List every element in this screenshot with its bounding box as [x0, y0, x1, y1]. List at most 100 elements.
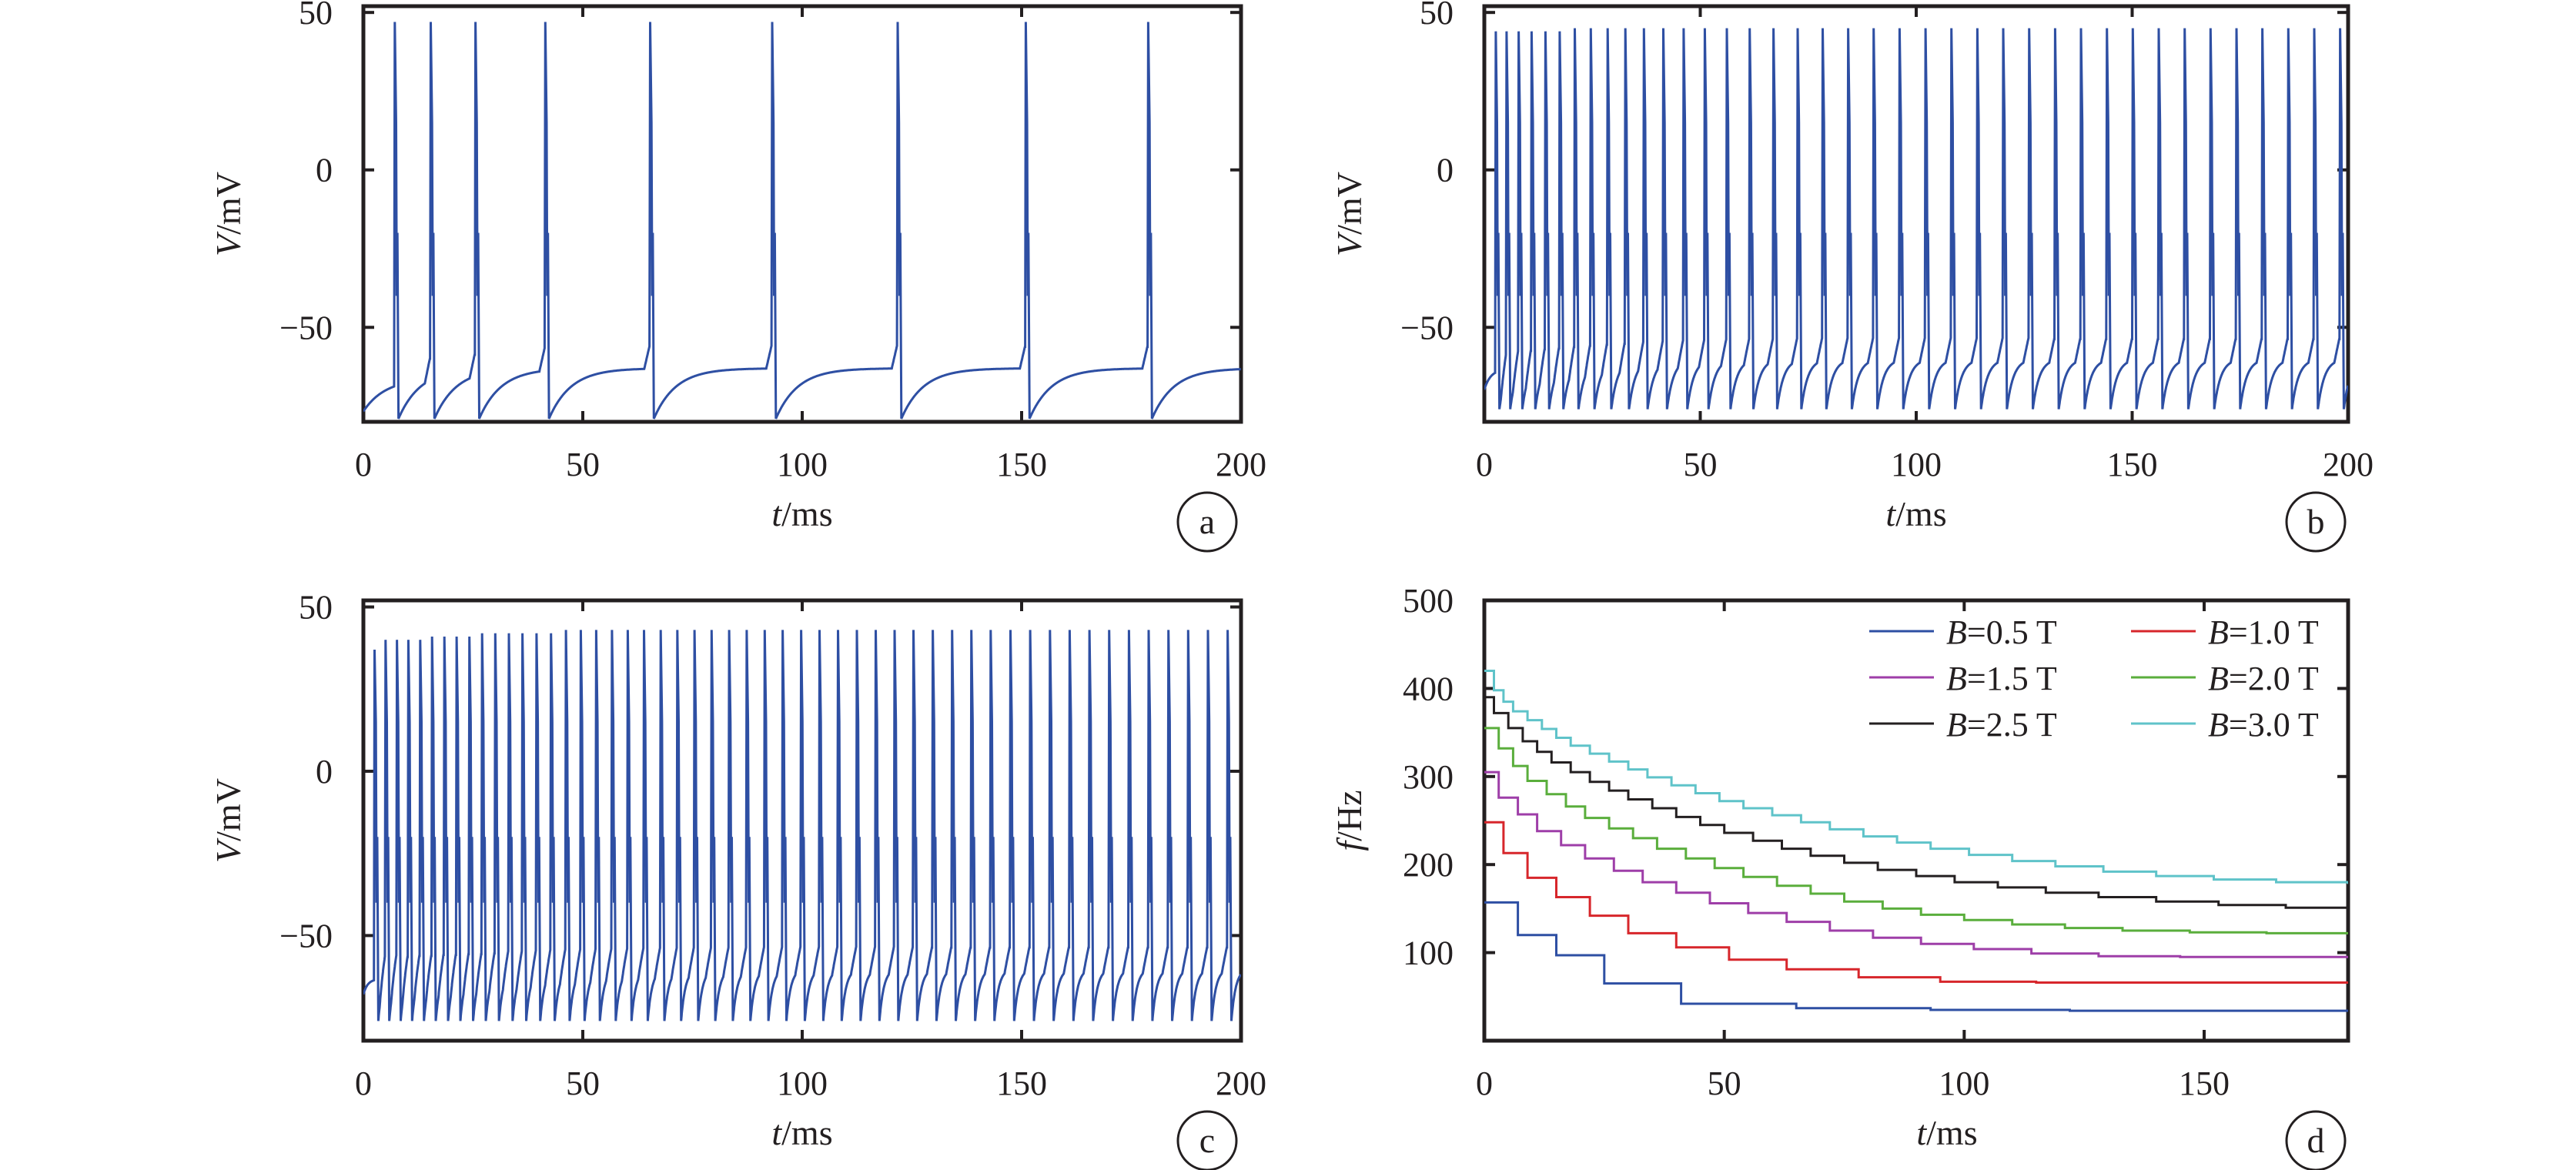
x-tick-label: 0	[1476, 446, 1493, 483]
legend-label-symbol: B	[2208, 613, 2229, 651]
legend: B=0.5 T B=1.0 TB=1.5 T B=2.0 TB=2.5 T B=3.0…	[1869, 613, 2319, 744]
x-tick-label: 150	[996, 1065, 1047, 1102]
x-axis-label-symbol: t	[771, 1113, 782, 1152]
plot-area	[363, 630, 1241, 1021]
x-tick-label: 150	[996, 446, 1047, 483]
y-axis-label: f/Hz	[1330, 790, 1369, 851]
legend-label-4: B=2.5 T	[1946, 706, 2057, 744]
series-line-4	[1484, 696, 2348, 909]
y-tick-label: 200	[1403, 846, 1454, 884]
y-axis-label-unit: /mV	[209, 778, 248, 841]
panel-letter-circle	[2285, 1110, 2347, 1170]
y-axis-label-symbol: V	[1330, 231, 1369, 256]
x-axis-label-symbol: t	[1885, 494, 1896, 533]
y-tick-label: −50	[279, 917, 333, 954]
x-tick-label: 200	[1216, 1065, 1266, 1102]
plot-area	[1484, 670, 2348, 1012]
legend-label-symbol: B	[2208, 706, 2229, 744]
x-tick-label: 100	[777, 446, 828, 483]
y-axis-label-symbol: V	[209, 837, 248, 863]
legend-label-value: =3.0 T	[2229, 706, 2319, 744]
panel-letter: a	[1199, 502, 1215, 541]
legend-label-symbol: B	[1946, 660, 1967, 697]
x-tick-label: 100	[1891, 446, 1942, 483]
panel-letter-circle	[1176, 491, 1238, 553]
x-tick-label: 50	[566, 446, 600, 483]
y-axis-label-symbol: V	[209, 231, 248, 256]
x-tick-label: 50	[1708, 1065, 1741, 1102]
legend-label-symbol: B	[1946, 706, 1967, 744]
x-axis-label: t/ms	[771, 494, 832, 533]
legend-label-value: =2.5 T	[1967, 706, 2057, 744]
panel-letter-circle	[2285, 491, 2347, 553]
legend-label-symbol: B	[2208, 660, 2229, 697]
y-tick-label: 50	[1420, 0, 1454, 32]
y-tick-label: 50	[299, 589, 333, 627]
x-tick-label: 0	[355, 446, 372, 483]
voltage-trace-line	[363, 630, 1241, 1021]
legend-label-value: =2.0 T	[2229, 660, 2319, 697]
y-tick-label: 0	[316, 753, 333, 791]
voltage-trace-line	[363, 22, 1241, 420]
x-axis-label-unit: /ms	[1926, 1113, 1977, 1152]
series-line-2	[1484, 771, 2348, 958]
x-axis-label-symbol: t	[1916, 1113, 1927, 1152]
legend-label-1: B=1.0 T	[2208, 613, 2319, 651]
x-axis-label-unit: /ms	[781, 1113, 832, 1152]
panel-letter: d	[2307, 1121, 2325, 1160]
voltage-trace-line	[1484, 28, 2348, 410]
y-axis-label-unit: /mV	[1330, 172, 1369, 235]
x-axis-label: t/ms	[771, 1113, 832, 1152]
legend-label-symbol: B	[1946, 613, 1967, 651]
x-tick-label: 50	[566, 1065, 600, 1102]
x-tick-label: 200	[1216, 446, 1266, 483]
x-tick-label: 50	[1684, 446, 1718, 483]
y-tick-label: 300	[1403, 758, 1454, 796]
x-tick-label: 100	[777, 1065, 828, 1102]
y-tick-label: 400	[1403, 670, 1454, 707]
series-line-5	[1484, 670, 2348, 884]
legend-label-2: B=1.5 T	[1946, 660, 2057, 697]
legend-label-5: B=3.0 T	[2208, 706, 2319, 744]
x-tick-label: 150	[2179, 1065, 2230, 1102]
y-tick-label: 500	[1403, 582, 1454, 620]
x-axis-label-unit: /ms	[781, 494, 832, 533]
panel-a: 0 50 100 150 200 −50 0 50 t/ms V/mV a	[209, 0, 1266, 553]
x-tick-label: 100	[1939, 1065, 1989, 1102]
x-tick-label: 0	[355, 1065, 372, 1102]
y-axis-label: V/mV	[1330, 172, 1369, 256]
x-axis-label: t/ms	[1885, 494, 1946, 533]
plot-area	[363, 22, 1241, 420]
legend-label-value: =1.0 T	[2229, 613, 2319, 651]
x-tick-label: 200	[2323, 446, 2374, 483]
plot-frame	[1482, 598, 2350, 1043]
plot-area	[1484, 28, 2348, 410]
panel-b: 0 50 100 150 200 −50 0 50 t/ms V/mV b	[1330, 0, 2374, 553]
panel-c: 0 50 100 150 200 −50 0 50 t/ms V/mV c	[209, 589, 1266, 1170]
series-line-1	[1484, 821, 2348, 984]
y-axis-label-unit: /Hz	[1330, 790, 1369, 841]
x-tick-label: 0	[1476, 1065, 1493, 1102]
plot-frame	[361, 4, 1243, 424]
legend-label-3: B=2.0 T	[2208, 660, 2319, 697]
y-tick-label: −50	[279, 309, 333, 346]
plot-frame	[1482, 4, 2350, 424]
y-tick-label: 50	[299, 0, 333, 32]
x-tick-label: 150	[2107, 446, 2158, 483]
y-axis-label-unit: /mV	[209, 172, 248, 235]
y-tick-label: 0	[316, 152, 333, 189]
x-axis-label-unit: /ms	[1895, 494, 1946, 533]
y-tick-label: 0	[1437, 152, 1454, 189]
legend-label-value: =0.5 T	[1967, 613, 2057, 651]
panel-letter-circle	[1176, 1110, 1238, 1170]
panel-letter: b	[2307, 502, 2325, 541]
x-axis-label-symbol: t	[771, 494, 782, 533]
legend-label-0: B=0.5 T	[1946, 613, 2057, 651]
panel-letter: c	[1199, 1121, 1215, 1160]
y-tick-label: −50	[1400, 309, 1454, 346]
legend-label-value: =1.5 T	[1967, 660, 2057, 697]
y-axis-label: V/mV	[209, 172, 248, 256]
series-line-3	[1484, 727, 2348, 934]
